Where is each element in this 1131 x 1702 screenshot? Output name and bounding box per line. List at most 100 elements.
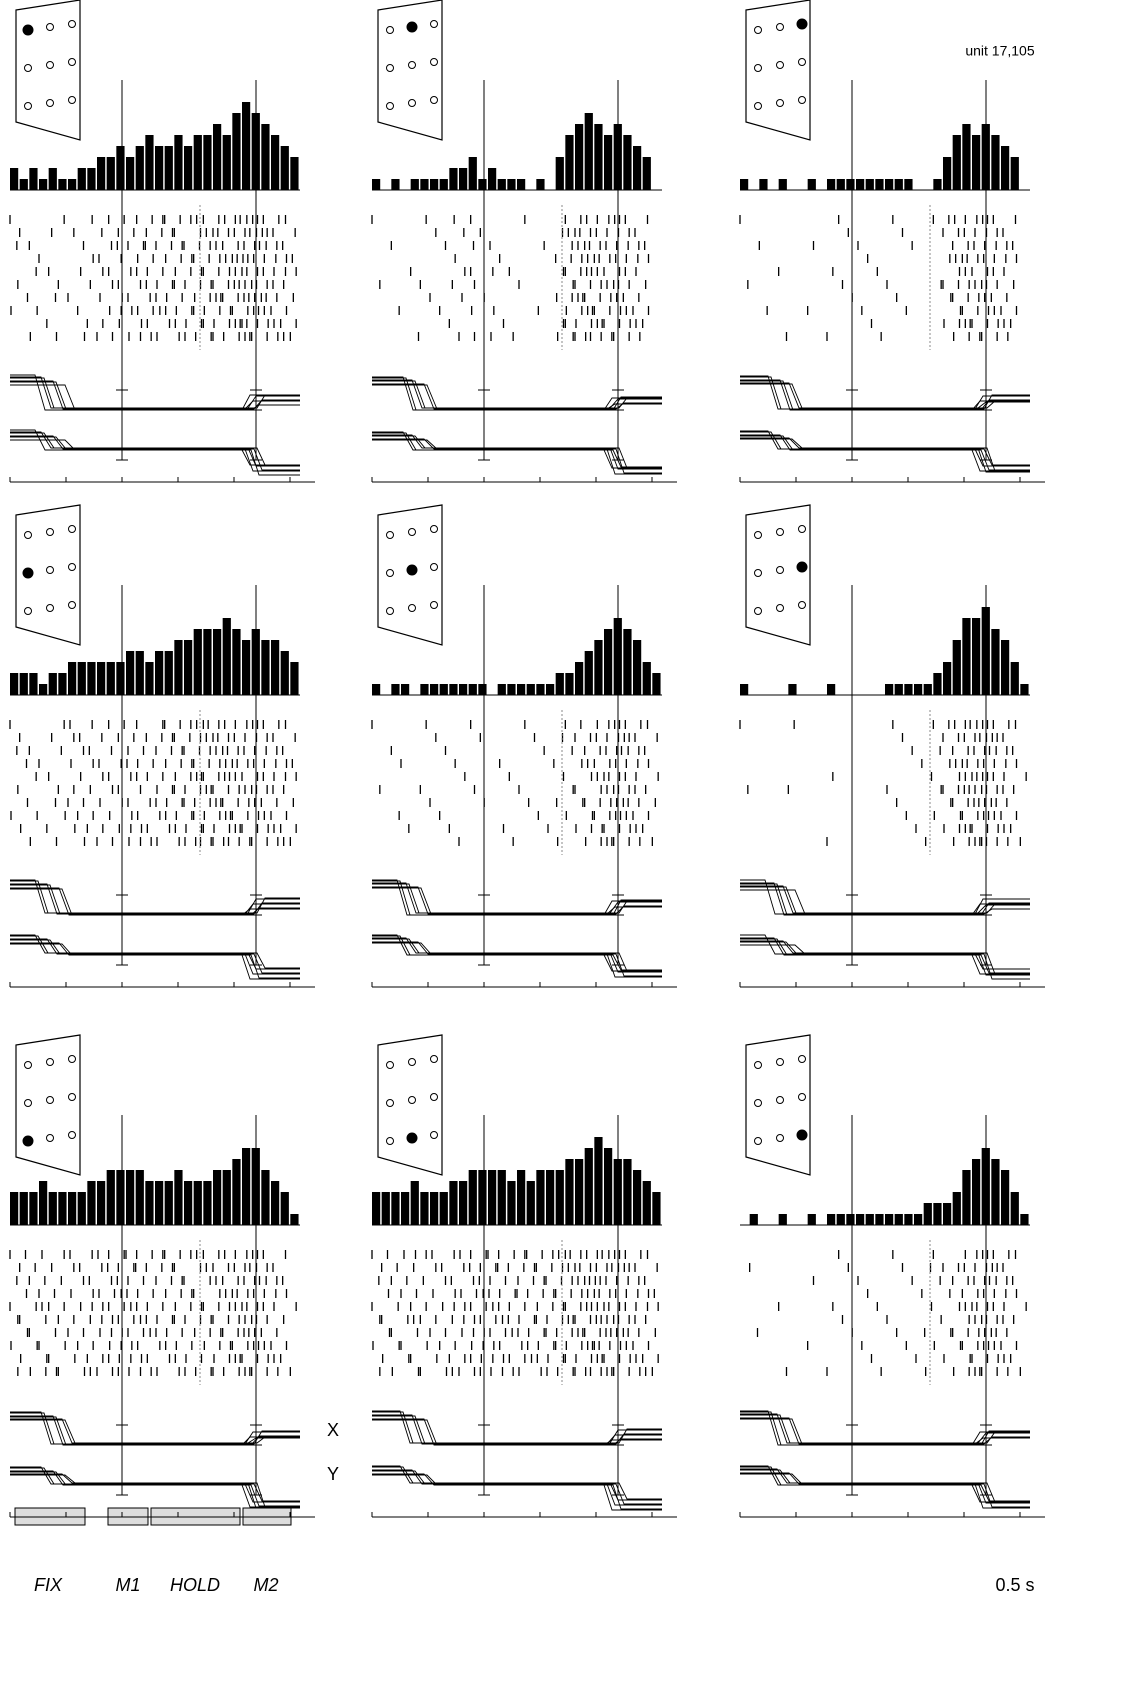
histogram-bar xyxy=(271,640,279,695)
panel xyxy=(10,0,315,482)
histogram-bar xyxy=(420,684,428,695)
target xyxy=(777,1059,784,1066)
unit-label: unit 17,105 xyxy=(965,43,1034,59)
target xyxy=(755,570,762,577)
histogram-bar xyxy=(837,1214,845,1225)
panel xyxy=(372,0,677,482)
phase-label: M1 xyxy=(115,1575,140,1595)
histogram-bar xyxy=(242,1148,250,1225)
histogram-bar xyxy=(933,673,941,695)
histogram-bar xyxy=(430,1192,438,1225)
histogram-bar xyxy=(933,179,941,190)
histogram-bar xyxy=(759,179,767,190)
histogram-bar xyxy=(604,135,612,190)
histogram-bar xyxy=(97,157,105,190)
histogram-bar xyxy=(174,135,182,190)
panel xyxy=(740,0,1045,482)
histogram-bar xyxy=(885,179,893,190)
histogram-bar xyxy=(440,684,448,695)
histogram-bar xyxy=(585,1148,593,1225)
target xyxy=(777,529,784,536)
target xyxy=(23,1136,33,1146)
target xyxy=(387,1138,394,1145)
panel xyxy=(372,1035,677,1517)
target xyxy=(797,562,807,572)
target xyxy=(387,65,394,72)
histogram-bar xyxy=(136,651,144,695)
histogram-bar xyxy=(223,135,231,190)
histogram-bar xyxy=(469,157,477,190)
target xyxy=(23,25,33,35)
scale-label: 0.5 s xyxy=(995,1575,1034,1595)
histogram-bar xyxy=(68,179,76,190)
target xyxy=(799,602,806,609)
figure: unit 17,105 X Y FIX M1 HOLD M2 0.5 s xyxy=(0,0,1131,1697)
target xyxy=(431,1056,438,1063)
histogram-bar xyxy=(145,1181,153,1225)
histogram-bar xyxy=(924,684,932,695)
histogram-bar xyxy=(203,629,211,695)
target xyxy=(409,100,416,107)
target xyxy=(47,1059,54,1066)
target xyxy=(431,1094,438,1101)
histogram-bar xyxy=(953,1192,961,1225)
histogram-bar xyxy=(556,673,564,695)
histogram-bar xyxy=(575,124,583,190)
target xyxy=(69,1094,76,1101)
histogram-bar xyxy=(391,684,399,695)
target xyxy=(431,602,438,609)
histogram-bar xyxy=(232,113,240,190)
histogram-bar xyxy=(991,135,999,190)
histogram-bar xyxy=(174,1170,182,1225)
histogram-bar xyxy=(155,146,163,190)
histogram-bar xyxy=(391,179,399,190)
histogram-bar xyxy=(10,673,18,695)
target xyxy=(755,1138,762,1145)
panel xyxy=(740,1035,1045,1517)
histogram-bar xyxy=(585,113,593,190)
histogram-bar xyxy=(440,1192,448,1225)
histogram-bar xyxy=(517,1170,525,1225)
histogram-bar xyxy=(904,1214,912,1225)
target xyxy=(799,526,806,533)
panel xyxy=(10,1035,315,1517)
trace-label: Y xyxy=(327,1464,339,1484)
histogram-bar xyxy=(290,662,298,695)
histogram-bar xyxy=(1011,662,1019,695)
histogram-bar xyxy=(643,1181,651,1225)
histogram-bar xyxy=(1001,640,1009,695)
histogram-bar xyxy=(290,157,298,190)
panel xyxy=(372,505,677,987)
histogram-bar xyxy=(411,179,419,190)
histogram-bar xyxy=(242,640,250,695)
target xyxy=(387,103,394,110)
target xyxy=(407,565,417,575)
histogram-bar xyxy=(652,1192,660,1225)
target xyxy=(25,65,32,72)
histogram-bar xyxy=(116,146,124,190)
histogram-bar xyxy=(430,179,438,190)
target xyxy=(799,1094,806,1101)
histogram-bar xyxy=(643,157,651,190)
histogram-bar xyxy=(281,651,289,695)
histogram-bar xyxy=(58,673,66,695)
histogram-bar xyxy=(633,640,641,695)
histogram-bar xyxy=(49,673,57,695)
histogram-bar xyxy=(556,157,564,190)
target xyxy=(69,602,76,609)
histogram-bar xyxy=(885,684,893,695)
target xyxy=(47,24,54,31)
trace-label: X xyxy=(327,1420,339,1440)
histogram-bar xyxy=(478,1170,486,1225)
histogram-bar xyxy=(97,1181,105,1225)
histogram-bar xyxy=(449,168,457,190)
target xyxy=(25,1062,32,1069)
histogram-bar xyxy=(488,1170,496,1225)
histogram-bar xyxy=(20,179,28,190)
target xyxy=(25,103,32,110)
histogram-bar xyxy=(49,1192,57,1225)
histogram-bar xyxy=(652,673,660,695)
histogram-bar xyxy=(281,146,289,190)
target xyxy=(431,97,438,104)
target xyxy=(797,1130,807,1140)
